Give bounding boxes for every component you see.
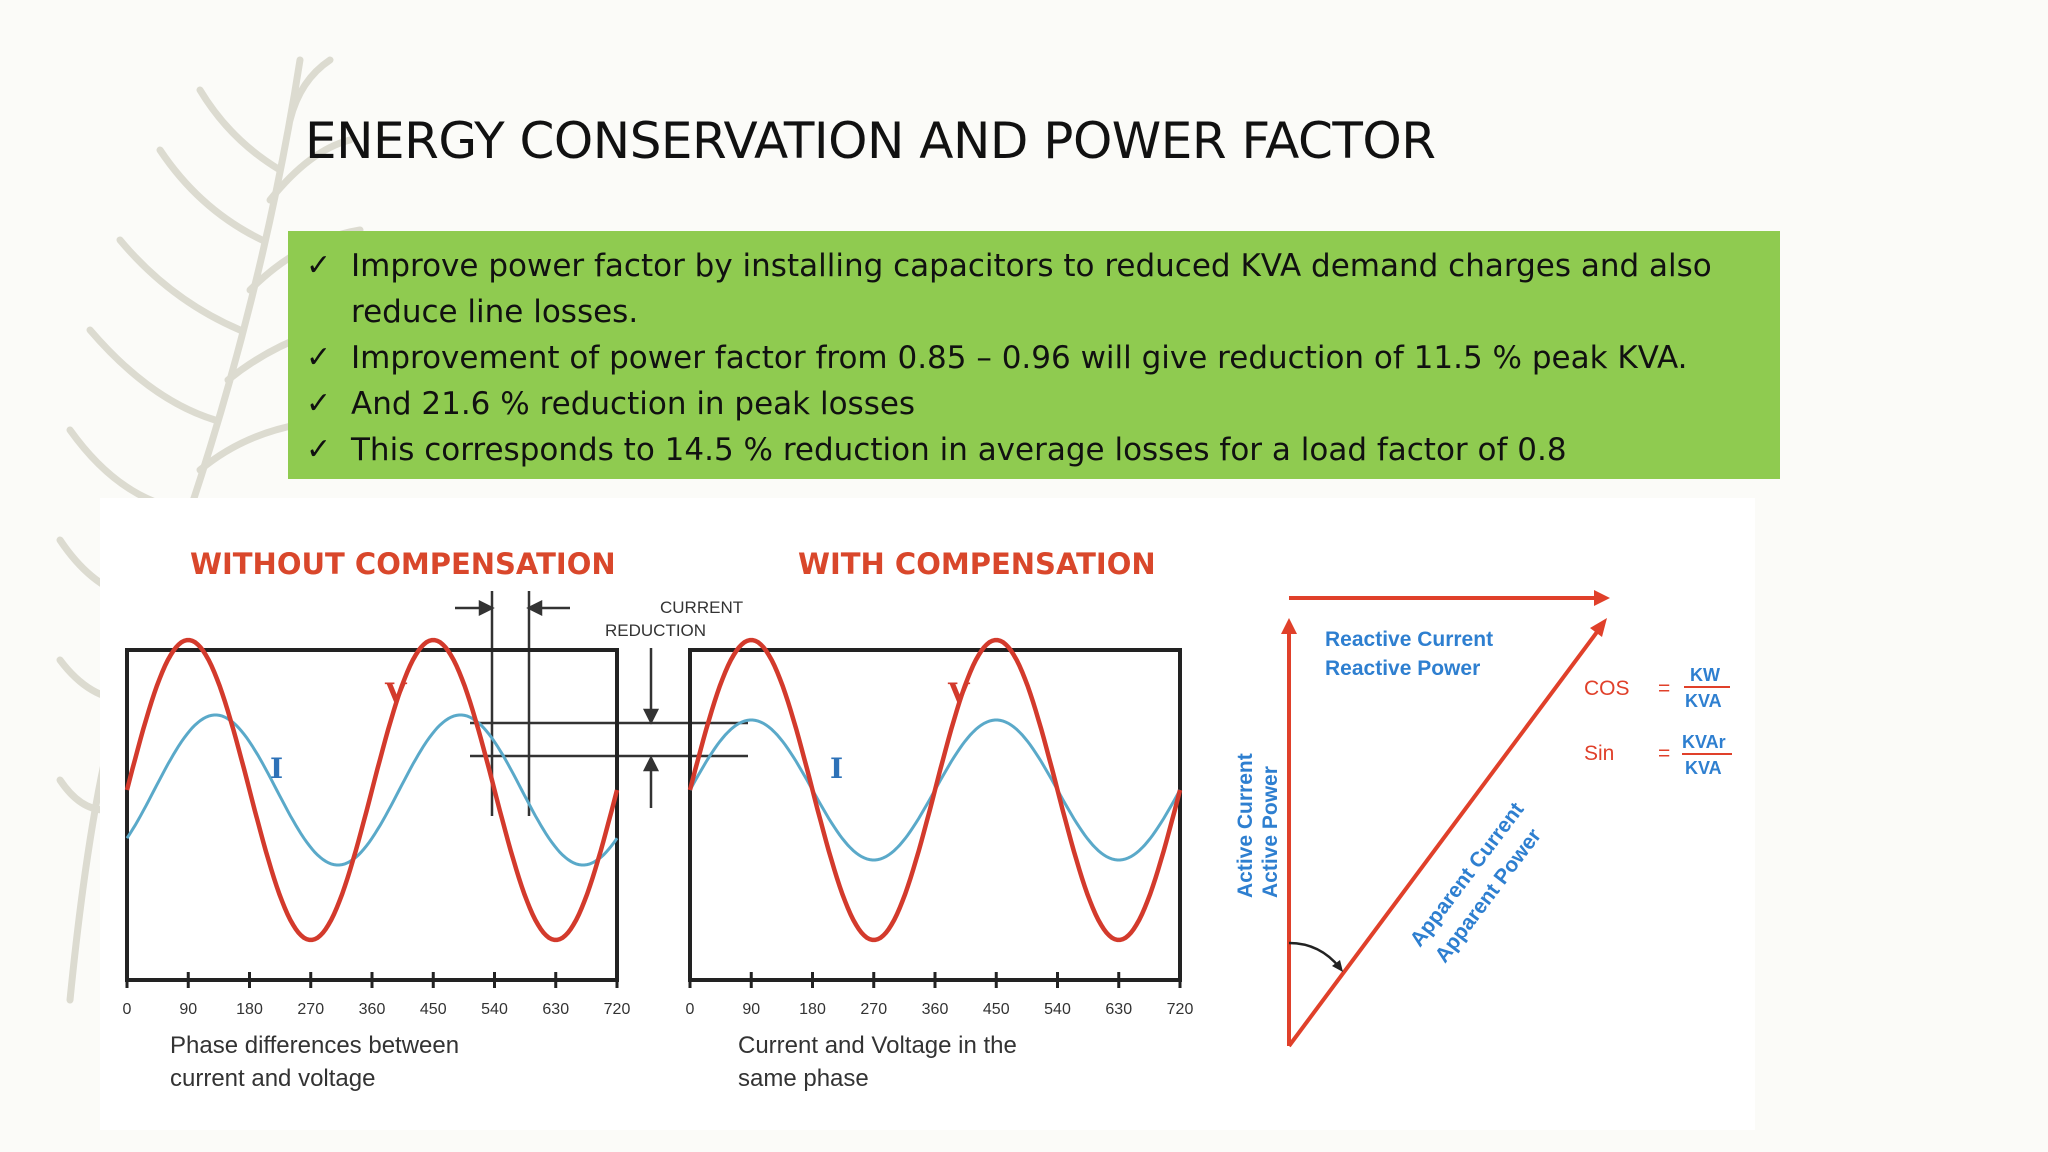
bullet-box: ✓ Improve power factor by installing capa… — [288, 231, 1780, 479]
axis-tick-label: 270 — [297, 1001, 324, 1018]
left-caption-line1: Phase differences between — [170, 1032, 459, 1059]
axis-tick-label: 360 — [359, 1001, 386, 1018]
left-current-wave — [125, 713, 619, 867]
axis-tick-label: 270 — [860, 1001, 887, 1018]
sin-label: Sin — [1584, 742, 1614, 765]
axis-tick-label: 180 — [236, 1001, 263, 1018]
bullet-item: ✓ Improvement of power factor from 0.85 –… — [306, 335, 1756, 381]
axis-tick-label: 360 — [922, 1001, 949, 1018]
axis-tick-label: 720 — [1167, 1001, 1194, 1018]
check-icon: ✓ — [306, 386, 332, 421]
cos-numerator: KW — [1690, 665, 1720, 685]
cos-denominator: KVA — [1685, 691, 1722, 711]
axis-tick-label: 90 — [742, 1001, 760, 1018]
check-icon: ✓ — [306, 248, 332, 283]
bullet-item: ✓ And 21.6 % reduction in peak losses — [306, 381, 1756, 427]
axis-tick-label: 630 — [542, 1001, 569, 1018]
axis-tick-label: 0 — [686, 1001, 695, 1018]
right-caption-line2: same phase — [738, 1065, 869, 1092]
bullet-list: ✓ Improve power factor by installing capa… — [306, 243, 1756, 473]
axis-tick-label: 630 — [1105, 1001, 1132, 1018]
reactive-current-label: Reactive Current — [1325, 628, 1493, 651]
left-panel-heading: WITHOUT COMPENSATION — [190, 547, 616, 581]
axis-tick-label: 450 — [983, 1001, 1010, 1018]
left-voltage-label: V — [384, 677, 408, 710]
left-caption-line2: current and voltage — [170, 1065, 375, 1092]
left-voltage-wave — [124, 637, 620, 943]
active-power-label: Active Power — [1259, 766, 1282, 898]
bullet-text: Improvement of power factor from 0.85 – … — [351, 340, 1688, 376]
axis-tick-label: 720 — [604, 1001, 631, 1018]
bullet-text: And 21.6 % reduction in peak losses — [351, 386, 916, 422]
left-axis-ticks: 0 90 180 270 360 450 540 630 720 — [123, 972, 631, 1018]
check-icon: ✓ — [306, 432, 332, 467]
right-axis-ticks: 0 90 180 270 360 450 540 630 720 — [686, 972, 1194, 1018]
power-triangle — [1281, 590, 1610, 1048]
right-voltage-label: V — [947, 677, 971, 710]
slide-title: ENERGY CONSERVATION AND POWER FACTOR — [305, 112, 1436, 170]
cos-label: COS — [1584, 677, 1630, 700]
left-current-label: I — [270, 752, 283, 785]
reduction-label-line1: CURRENT — [660, 598, 743, 617]
active-current-label: Active Current — [1234, 753, 1257, 898]
bullet-item: ✓ Improve power factor by installing capa… — [306, 243, 1756, 335]
axis-tick-label: 450 — [420, 1001, 447, 1018]
right-panel-heading: WITH COMPENSATION — [798, 547, 1156, 581]
reactive-power-label: Reactive Power — [1325, 657, 1480, 680]
sin-numerator: KVAr — [1682, 732, 1726, 752]
axis-tick-label: 540 — [481, 1001, 508, 1018]
axis-tick-label: 540 — [1044, 1001, 1071, 1018]
axis-tick-label: 180 — [799, 1001, 826, 1018]
axis-tick-label: 90 — [179, 1001, 197, 1018]
compensation-diagram: WITHOUT COMPENSATION WITH COMPENSATION C… — [123, 547, 1732, 1092]
axis-tick-label: 0 — [123, 1001, 132, 1018]
reduction-label-line2: REDUCTION — [605, 621, 706, 640]
right-voltage-wave — [687, 637, 1183, 943]
bullet-text: This corresponds to 14.5 % reduction in … — [351, 432, 1567, 468]
sin-equals: = — [1658, 742, 1670, 765]
sin-denominator: KVA — [1685, 758, 1722, 778]
power-factor-figure: WITHOUT COMPENSATION WITH COMPENSATION C… — [100, 498, 1755, 1130]
current-reduction-marker — [455, 591, 748, 816]
right-caption-line1: Current and Voltage in the — [738, 1032, 1017, 1059]
right-current-label: I — [830, 752, 843, 785]
check-icon: ✓ — [306, 340, 332, 375]
bullet-item: ✓ This corresponds to 14.5 % reduction in… — [306, 427, 1756, 473]
bullet-text: Improve power factor by installing capac… — [351, 248, 1712, 330]
cos-equals: = — [1658, 677, 1670, 700]
